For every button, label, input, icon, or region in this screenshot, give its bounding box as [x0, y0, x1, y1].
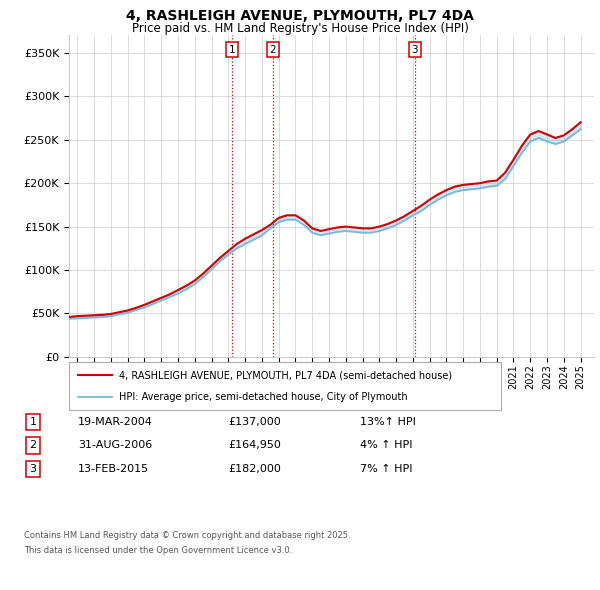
Text: £182,000: £182,000 [228, 464, 281, 474]
Text: 1: 1 [229, 45, 235, 55]
Text: 13-FEB-2015: 13-FEB-2015 [78, 464, 149, 474]
FancyBboxPatch shape [69, 362, 501, 410]
Text: 3: 3 [412, 45, 418, 55]
Text: 2: 2 [269, 45, 276, 55]
Text: 1: 1 [29, 417, 37, 427]
Text: This data is licensed under the Open Government Licence v3.0.: This data is licensed under the Open Gov… [24, 546, 292, 555]
Text: £164,950: £164,950 [228, 441, 281, 450]
Text: 3: 3 [29, 464, 37, 474]
Text: 19-MAR-2004: 19-MAR-2004 [78, 417, 153, 427]
Text: 4, RASHLEIGH AVENUE, PLYMOUTH, PL7 4DA (semi-detached house): 4, RASHLEIGH AVENUE, PLYMOUTH, PL7 4DA (… [119, 370, 452, 380]
Text: HPI: Average price, semi-detached house, City of Plymouth: HPI: Average price, semi-detached house,… [119, 392, 407, 402]
Text: 2: 2 [29, 441, 37, 450]
Text: 31-AUG-2006: 31-AUG-2006 [78, 441, 152, 450]
Text: 4% ↑ HPI: 4% ↑ HPI [360, 441, 413, 450]
Text: 7% ↑ HPI: 7% ↑ HPI [360, 464, 413, 474]
Text: Contains HM Land Registry data © Crown copyright and database right 2025.: Contains HM Land Registry data © Crown c… [24, 531, 350, 540]
Text: 13%↑ HPI: 13%↑ HPI [360, 417, 416, 427]
Text: 4, RASHLEIGH AVENUE, PLYMOUTH, PL7 4DA: 4, RASHLEIGH AVENUE, PLYMOUTH, PL7 4DA [126, 9, 474, 23]
Text: £137,000: £137,000 [228, 417, 281, 427]
Text: Price paid vs. HM Land Registry's House Price Index (HPI): Price paid vs. HM Land Registry's House … [131, 22, 469, 35]
